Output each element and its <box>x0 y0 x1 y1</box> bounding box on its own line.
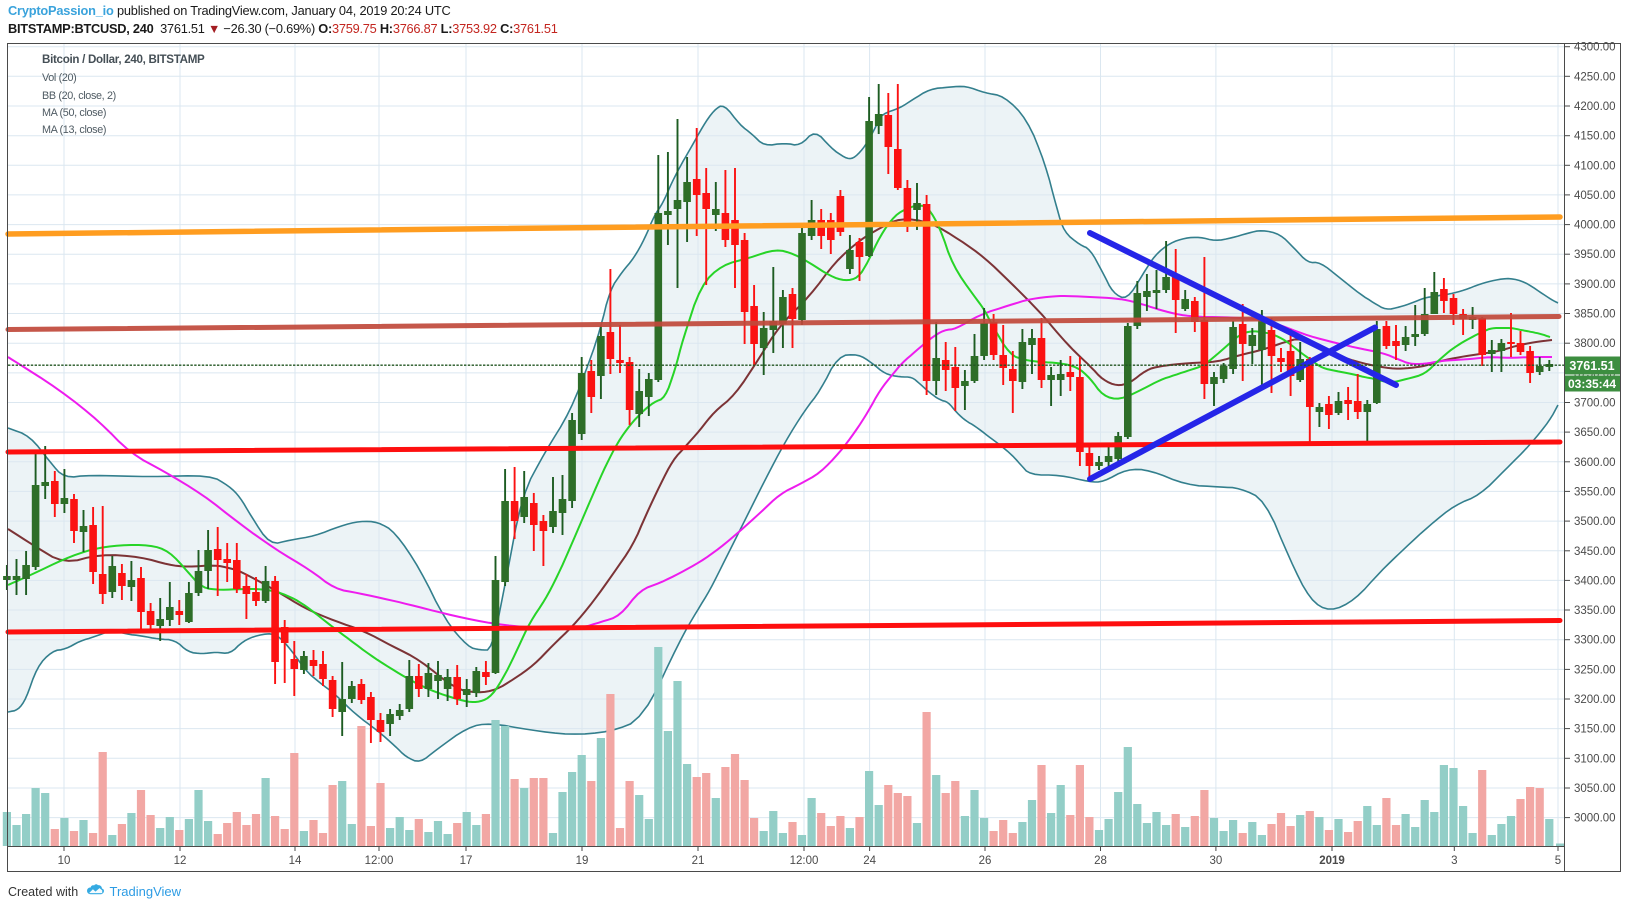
svg-text:3100.00: 3100.00 <box>1574 753 1616 765</box>
svg-text:MA (13, close): MA (13, close) <box>42 124 106 136</box>
svg-text:2019: 2019 <box>1319 855 1345 867</box>
svg-text:10: 10 <box>58 855 71 867</box>
svg-text:03:35:44: 03:35:44 <box>1568 377 1616 391</box>
svg-text:4150.00: 4150.00 <box>1574 131 1616 143</box>
svg-text:3200.00: 3200.00 <box>1574 694 1616 706</box>
svg-text:4200.00: 4200.00 <box>1574 101 1616 113</box>
svg-text:Bitcoin / Dollar, 240, BITSTAM: Bitcoin / Dollar, 240, BITSTAMP <box>42 53 205 66</box>
svg-text:5: 5 <box>1555 855 1561 867</box>
svg-text:Vol (20): Vol (20) <box>42 72 76 84</box>
svg-text:19: 19 <box>576 855 589 867</box>
svg-text:30: 30 <box>1210 855 1223 867</box>
svg-text:3500.00: 3500.00 <box>1574 516 1616 528</box>
svg-text:4000.00: 4000.00 <box>1574 220 1616 232</box>
svg-text:3700.00: 3700.00 <box>1574 398 1616 410</box>
svg-text:3050.00: 3050.00 <box>1574 783 1616 795</box>
svg-text:17: 17 <box>460 855 473 867</box>
svg-text:4250.00: 4250.00 <box>1574 71 1616 83</box>
svg-text:24: 24 <box>863 855 876 867</box>
svg-text:3550.00: 3550.00 <box>1574 486 1616 498</box>
svg-text:3350.00: 3350.00 <box>1574 605 1616 617</box>
svg-text:21: 21 <box>692 855 705 867</box>
svg-text:3650.00: 3650.00 <box>1574 427 1616 439</box>
svg-text:3150.00: 3150.00 <box>1574 724 1616 736</box>
svg-text:MA (50, close): MA (50, close) <box>42 107 106 119</box>
svg-text:12:00: 12:00 <box>365 855 394 867</box>
svg-text:3250.00: 3250.00 <box>1574 664 1616 676</box>
svg-text:12:00: 12:00 <box>790 855 819 867</box>
svg-text:3800.00: 3800.00 <box>1574 338 1616 350</box>
svg-text:3600.00: 3600.00 <box>1574 457 1616 469</box>
svg-text:4100.00: 4100.00 <box>1574 160 1616 172</box>
svg-text:4300.00: 4300.00 <box>1574 42 1616 54</box>
svg-text:3761.51: 3761.51 <box>1569 359 1614 373</box>
svg-text:3950.00: 3950.00 <box>1574 249 1616 261</box>
svg-text:26: 26 <box>979 855 992 867</box>
svg-text:3: 3 <box>1451 855 1457 867</box>
svg-text:14: 14 <box>289 855 302 867</box>
svg-text:3900.00: 3900.00 <box>1574 279 1616 291</box>
svg-text:12: 12 <box>174 855 187 867</box>
svg-text:BB (20, close, 2): BB (20, close, 2) <box>42 90 116 102</box>
svg-text:3300.00: 3300.00 <box>1574 635 1616 647</box>
svg-text:4050.00: 4050.00 <box>1574 190 1616 202</box>
svg-text:28: 28 <box>1094 855 1107 867</box>
svg-text:3850.00: 3850.00 <box>1574 309 1616 321</box>
svg-text:3450.00: 3450.00 <box>1574 546 1616 558</box>
svg-text:3400.00: 3400.00 <box>1574 575 1616 587</box>
svg-text:3000.00: 3000.00 <box>1574 813 1616 825</box>
